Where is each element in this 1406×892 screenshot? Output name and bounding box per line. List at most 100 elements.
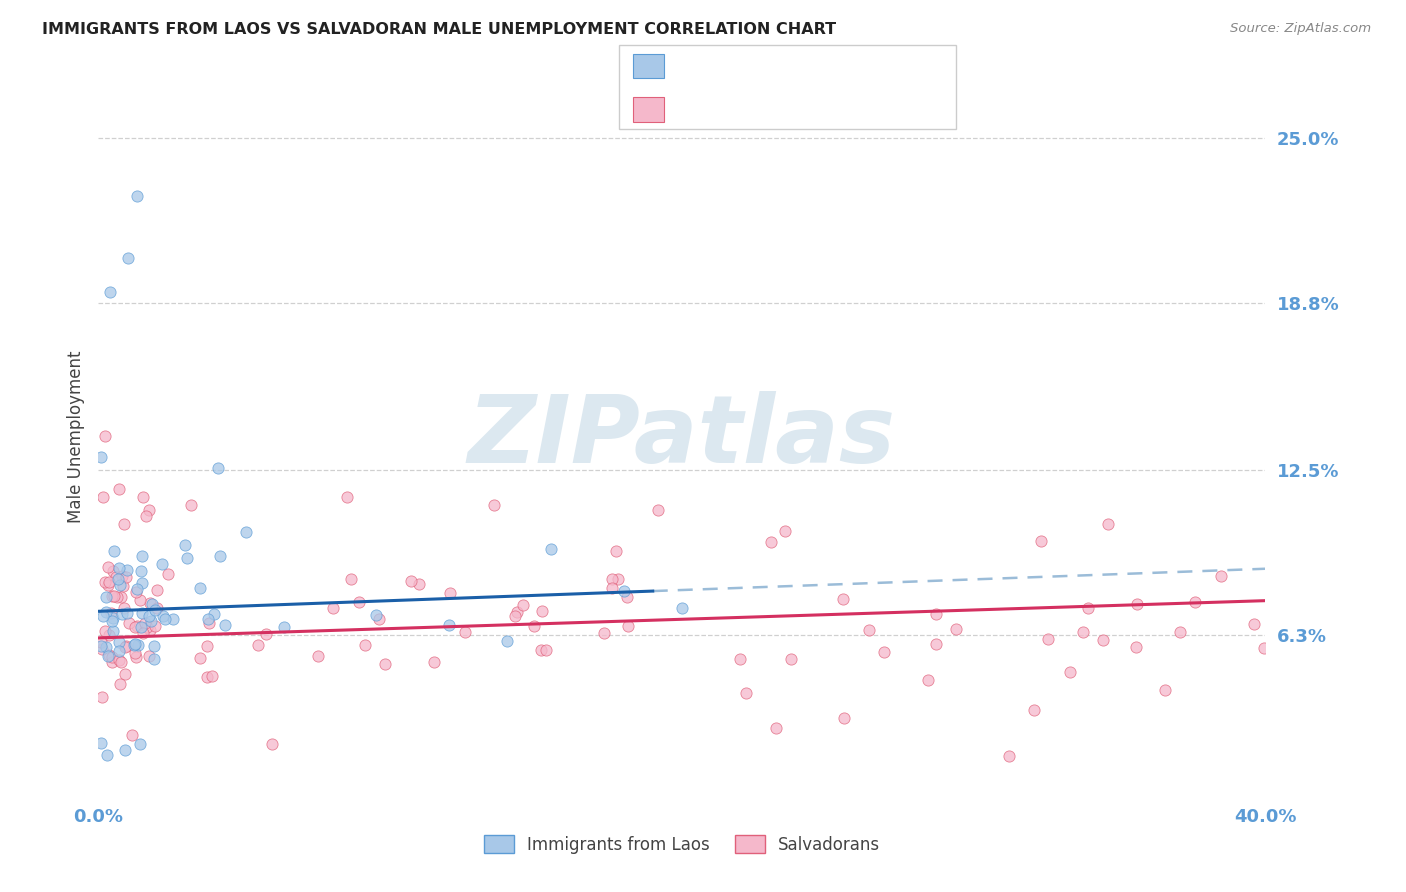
Point bbox=[1077, 600, 1099, 615]
Point bbox=[131, 606, 153, 620]
Point bbox=[408, 577, 430, 591]
Point bbox=[917, 673, 939, 687]
Point bbox=[108, 677, 131, 691]
Point bbox=[773, 524, 796, 539]
Text: R = 0.021: R = 0.021 bbox=[672, 59, 759, 73]
Point bbox=[1154, 682, 1177, 697]
Point bbox=[530, 642, 553, 657]
Point bbox=[100, 606, 122, 620]
Point bbox=[617, 619, 640, 633]
Point bbox=[195, 669, 218, 683]
Point bbox=[138, 503, 160, 517]
Point bbox=[101, 589, 124, 603]
Point bbox=[832, 591, 855, 606]
Point bbox=[139, 614, 162, 628]
Point bbox=[730, 652, 752, 666]
Point bbox=[124, 620, 146, 634]
Point bbox=[96, 747, 118, 762]
Point bbox=[195, 639, 218, 653]
Text: N =  61: N = 61 bbox=[813, 59, 879, 73]
Point bbox=[108, 482, 131, 496]
Point bbox=[997, 748, 1019, 763]
Point bbox=[108, 634, 131, 648]
Point bbox=[114, 667, 136, 681]
Point bbox=[90, 634, 112, 648]
Point bbox=[616, 591, 638, 605]
Point bbox=[765, 722, 787, 736]
Point bbox=[117, 563, 139, 577]
Point bbox=[132, 626, 155, 640]
Point bbox=[111, 569, 134, 583]
Point bbox=[125, 619, 148, 633]
Point bbox=[103, 544, 125, 558]
Point bbox=[247, 638, 270, 652]
Point bbox=[605, 543, 627, 558]
Point bbox=[98, 628, 121, 642]
Point bbox=[858, 623, 880, 637]
Point bbox=[125, 189, 148, 203]
Point bbox=[1071, 624, 1094, 639]
Point bbox=[600, 581, 623, 595]
Text: IMMIGRANTS FROM LAOS VS SALVADORAN MALE UNEMPLOYMENT CORRELATION CHART: IMMIGRANTS FROM LAOS VS SALVADORAN MALE … bbox=[42, 22, 837, 37]
Point bbox=[503, 609, 526, 624]
Point bbox=[97, 560, 120, 574]
Point bbox=[97, 577, 120, 591]
Point bbox=[1253, 640, 1275, 655]
Point bbox=[101, 611, 124, 625]
Point bbox=[124, 585, 146, 599]
Point bbox=[340, 572, 363, 586]
Point bbox=[1125, 640, 1147, 654]
Point bbox=[1168, 624, 1191, 639]
Point bbox=[374, 657, 396, 672]
Point bbox=[153, 611, 176, 625]
Point bbox=[103, 589, 125, 603]
Point bbox=[100, 655, 122, 669]
Point bbox=[132, 490, 155, 504]
Point bbox=[114, 742, 136, 756]
Point bbox=[124, 646, 146, 660]
Point bbox=[202, 607, 225, 621]
Point bbox=[143, 603, 166, 617]
Point bbox=[143, 652, 166, 666]
Point bbox=[138, 608, 160, 623]
Point bbox=[145, 619, 167, 633]
Point bbox=[197, 612, 219, 626]
Point bbox=[336, 490, 359, 504]
Point bbox=[131, 565, 153, 579]
Point bbox=[735, 685, 758, 699]
Point bbox=[162, 612, 184, 626]
Point bbox=[505, 605, 527, 619]
Point bbox=[1097, 516, 1119, 531]
Text: Source: ZipAtlas.com: Source: ZipAtlas.com bbox=[1230, 22, 1371, 36]
Point bbox=[136, 620, 159, 634]
Text: ZIPatlas: ZIPatlas bbox=[468, 391, 896, 483]
Point bbox=[105, 590, 128, 604]
Point bbox=[482, 498, 505, 512]
Point bbox=[437, 618, 460, 632]
Point bbox=[103, 624, 125, 639]
Point bbox=[1036, 632, 1059, 647]
Point bbox=[135, 508, 157, 523]
Point bbox=[114, 570, 136, 584]
Point bbox=[127, 638, 149, 652]
Point bbox=[138, 648, 160, 663]
Point bbox=[260, 737, 283, 751]
Point bbox=[129, 737, 152, 751]
Point bbox=[671, 600, 693, 615]
Point bbox=[347, 595, 370, 609]
Point bbox=[114, 640, 136, 655]
Point bbox=[91, 609, 114, 624]
Point bbox=[523, 619, 546, 633]
Legend: Immigrants from Laos, Salvadorans: Immigrants from Laos, Salvadorans bbox=[477, 829, 887, 860]
Point bbox=[536, 643, 558, 657]
Point bbox=[129, 620, 152, 634]
Point bbox=[761, 535, 783, 549]
Point bbox=[108, 561, 131, 575]
Point bbox=[512, 599, 534, 613]
Point bbox=[454, 625, 477, 640]
Point bbox=[112, 600, 135, 615]
Point bbox=[254, 627, 277, 641]
Point bbox=[399, 574, 422, 588]
Point bbox=[531, 604, 554, 618]
Point bbox=[94, 640, 117, 654]
